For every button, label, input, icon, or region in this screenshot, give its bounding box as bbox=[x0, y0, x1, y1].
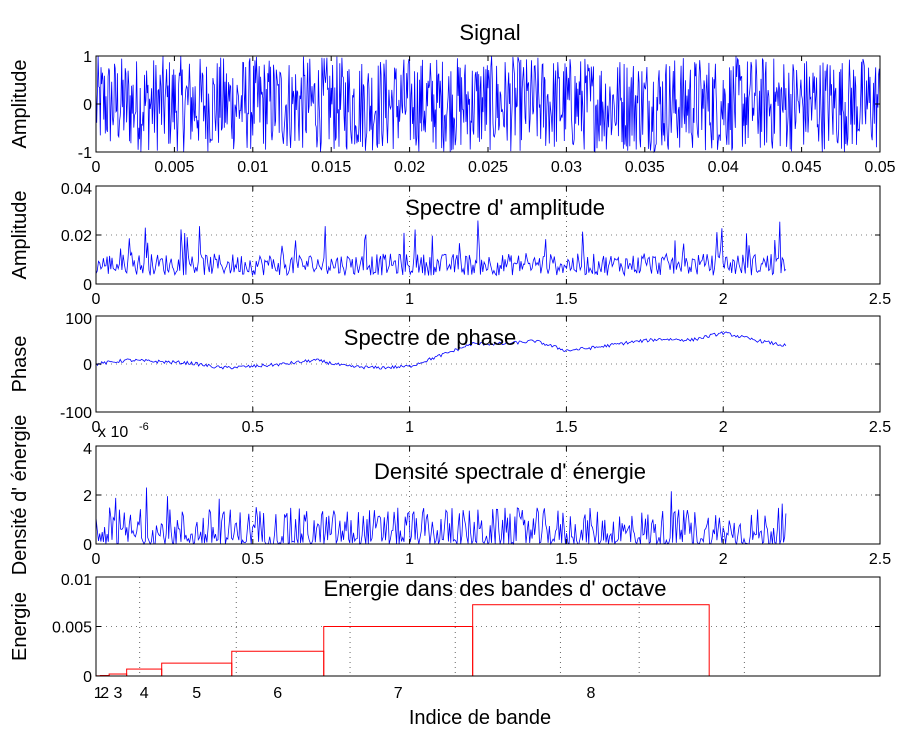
chart-title: Energie dans des bandes d' octave bbox=[324, 576, 667, 601]
x-tick-label: 2 bbox=[719, 551, 728, 568]
y-tick-label: 1 bbox=[83, 49, 92, 66]
series-line bbox=[95, 220, 787, 277]
bar-band-5 bbox=[161, 662, 233, 677]
x-tick-label: 1 bbox=[405, 291, 414, 308]
x-tick-label: 0.01 bbox=[237, 159, 268, 176]
y-tick-label: 0 bbox=[83, 277, 92, 294]
y-tick-label: 4 bbox=[83, 441, 92, 458]
chart-title: Spectre de phase bbox=[344, 325, 516, 350]
x-tick-label: 1.5 bbox=[555, 551, 577, 568]
x-tick-label: 0 bbox=[92, 551, 101, 568]
y-tick-label: 100 bbox=[65, 311, 92, 328]
ticks bbox=[96, 576, 880, 677]
x-tick-label: 6 bbox=[273, 685, 282, 702]
x-tick-label: 2 bbox=[100, 685, 109, 702]
y-axis-label: Energie bbox=[9, 592, 31, 661]
series-line-phase bbox=[95, 331, 787, 370]
y-axis-label: Amplitude bbox=[9, 191, 31, 280]
chart-panel-2: 0 0.5 1 1.5 2 2.5 0 0.02 0.04 Spectre d' amplitud… bbox=[9, 181, 891, 308]
series-line bbox=[95, 487, 787, 546]
x-tick-label: 0.005 bbox=[154, 159, 194, 176]
x-axis-label: Indice de bande bbox=[409, 707, 551, 729]
chart-panel-4: 0 0.5 1 1.5 2 2.5 0 2 4 Densité spectrale d' éner… bbox=[9, 415, 891, 576]
exponent-label: x 10 bbox=[98, 424, 128, 441]
y-tick-label: 0.02 bbox=[61, 228, 92, 245]
y-tick-label: 0.01 bbox=[61, 572, 92, 589]
x-tick-label: 2.5 bbox=[869, 419, 891, 436]
x-tick-label: 0 bbox=[92, 291, 101, 308]
y-tick-label: 0.005 bbox=[52, 620, 92, 637]
y-tick-label: 2 bbox=[83, 488, 92, 505]
chart-panel-1: 0 0.005 0.01 0.015 0.02 0.025 0.03 0.035 0.04 0.0… bbox=[9, 20, 896, 176]
x-tick-label: 7 bbox=[394, 685, 403, 702]
x-tick-label: 0.5 bbox=[242, 291, 264, 308]
x-tick-label: 2 bbox=[719, 419, 728, 436]
ticks bbox=[95, 55, 881, 153]
series-line-signal bbox=[95, 56, 881, 154]
chart-title: Signal bbox=[459, 20, 520, 45]
y-axis-label: Amplitude bbox=[9, 60, 31, 149]
exponent-value: -6 bbox=[139, 421, 149, 433]
grid bbox=[96, 446, 880, 544]
x-tick-label: 3 bbox=[113, 685, 122, 702]
bar-band-8 bbox=[472, 604, 710, 677]
x-tick-label: 0.035 bbox=[625, 159, 665, 176]
x-tick-label: 0.02 bbox=[394, 159, 425, 176]
bar-band-6 bbox=[231, 650, 325, 677]
x-tick-label: 0.05 bbox=[864, 159, 895, 176]
y-tick-label: 0 bbox=[83, 97, 92, 114]
x-tick-label: 0.5 bbox=[242, 551, 264, 568]
grid bbox=[96, 316, 880, 412]
ticks bbox=[95, 445, 881, 545]
y-tick-label: 0 bbox=[83, 669, 92, 686]
x-tick-label: 0.04 bbox=[708, 159, 739, 176]
y-tick-label: 0.04 bbox=[61, 181, 92, 198]
ticks bbox=[95, 315, 881, 413]
x-tick-label: 8 bbox=[586, 685, 595, 702]
x-tick-label: 1 bbox=[405, 419, 414, 436]
x-tick-label: 5 bbox=[192, 685, 201, 702]
x-tick-label: 0.03 bbox=[551, 159, 582, 176]
bar-band-7 bbox=[323, 626, 474, 677]
x-tick-label: 2 bbox=[719, 291, 728, 308]
x-tick-label: 1 bbox=[94, 685, 103, 702]
chart-panel-5: 12 3 4 5 6 7 8 0 0.005 0.01 Energie dans des bande… bbox=[9, 572, 881, 729]
chart-title: Spectre d' amplitude bbox=[405, 195, 605, 220]
x-tick-label: 0 bbox=[92, 159, 101, 176]
y-axis-label: Phase bbox=[9, 336, 31, 393]
x-tick-label: 1.5 bbox=[555, 419, 577, 436]
x-tick-label: 2.5 bbox=[869, 291, 891, 308]
x-tick-label: 0.5 bbox=[242, 419, 264, 436]
x-tick-label: 0 bbox=[92, 419, 101, 436]
y-axis-label: Densité d' énergie bbox=[9, 415, 31, 576]
x-tick-label: 0.045 bbox=[782, 159, 822, 176]
grid bbox=[96, 577, 880, 676]
x-tick-label: 1.5 bbox=[555, 291, 577, 308]
y-tick-label: -100 bbox=[60, 405, 92, 422]
chart-title: Densité spectrale d' énergie bbox=[374, 459, 646, 484]
x-tick-label: 1 bbox=[405, 551, 414, 568]
y-tick-label: 0 bbox=[83, 357, 92, 374]
y-tick-label: 0 bbox=[83, 537, 92, 554]
x-tick-label: 0.015 bbox=[311, 159, 351, 176]
y-tick-label: -1 bbox=[78, 145, 92, 162]
ticks bbox=[95, 185, 881, 285]
bar-band-4 bbox=[126, 668, 163, 677]
x-tick-label: 4 bbox=[140, 685, 149, 702]
x-tick-label: 2.5 bbox=[869, 551, 891, 568]
grid bbox=[96, 186, 880, 284]
x-tick-label: 0.025 bbox=[468, 159, 508, 176]
